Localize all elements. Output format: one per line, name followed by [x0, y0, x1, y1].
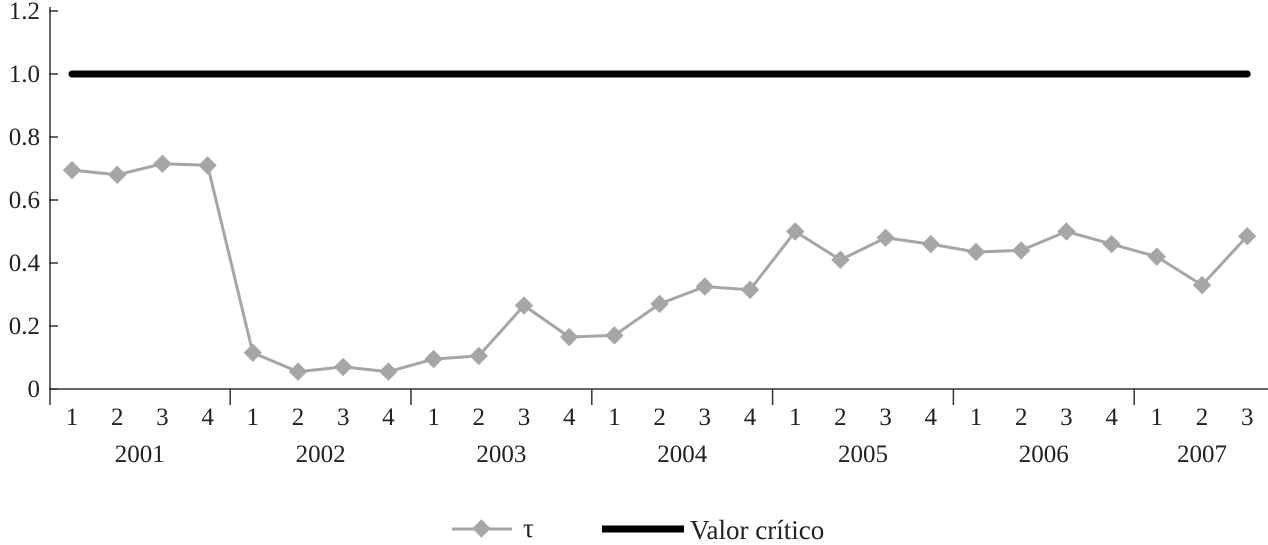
x-year-label: 2004 — [657, 441, 708, 468]
legend-swatch-tau-marker — [472, 519, 491, 538]
x-tick-label: 2 — [1015, 404, 1028, 431]
x-axis: 2001 2002 2003 2004 2005 2006 2007 1 2 3 4 1 2 3 4 1 2 3 4… — [49, 388, 1268, 468]
x-tick-label: 1 — [427, 404, 440, 431]
x-tick-label: 3 — [879, 404, 892, 431]
data-point-tau — [966, 242, 986, 262]
x-tick-label: 1 — [247, 404, 260, 431]
y-tick-label: 0.2 — [9, 313, 40, 340]
series-line-tau — [70, 162, 1249, 374]
data-point-tau — [153, 154, 172, 173]
x-tick-label: 3 — [156, 404, 169, 431]
y-tick-label: 0 — [28, 376, 41, 403]
y-tick-label: 1.2 — [9, 0, 40, 25]
x-tick-label: 3 — [337, 404, 350, 431]
data-point-tau — [559, 327, 579, 347]
x-tick-label: 2 — [292, 404, 305, 431]
data-point-tau — [876, 228, 895, 247]
data-point-tau — [469, 346, 488, 366]
legend-label-tau: τ — [523, 513, 534, 543]
x-tick-label: 4 — [1105, 404, 1118, 431]
legend: τ Valor crítico — [452, 513, 824, 545]
x-year-label: 2003 — [476, 441, 526, 468]
data-point-tau — [379, 362, 398, 381]
x-tick-label: 4 — [201, 404, 214, 431]
y-tick-label: 1.0 — [9, 61, 40, 88]
data-point-tau — [831, 250, 850, 270]
x-year-label: 2007 — [1177, 441, 1227, 468]
x-tick-label: 2 — [111, 404, 124, 431]
y-tick-label: 0.4 — [9, 250, 41, 277]
x-tick-label: 4 — [563, 404, 576, 431]
x-tick-label: 3 — [518, 404, 531, 431]
x-tick-label: 4 — [382, 404, 395, 431]
x-tick-label: 4 — [744, 404, 757, 431]
x-tick-label: 1 — [608, 404, 621, 431]
x-tick-label: 2 — [473, 404, 486, 431]
y-tick-label: 0.8 — [9, 124, 40, 151]
data-point-tau — [1102, 234, 1121, 254]
series-layer — [62, 70, 1257, 381]
data-point-tau — [921, 234, 940, 254]
x-tick-label: 3 — [699, 404, 712, 431]
x-year-label: 2005 — [838, 441, 888, 468]
data-point-tau — [424, 349, 443, 369]
y-tick-label: 0.6 — [9, 187, 40, 214]
data-point-tau — [333, 357, 353, 377]
x-tick-label: 1 — [1151, 404, 1164, 431]
data-point-tau — [1057, 222, 1076, 241]
data-point-tau — [108, 165, 127, 184]
data-point-tau — [605, 326, 624, 345]
x-tick-label: 3 — [1241, 404, 1254, 431]
data-point-tau — [695, 277, 714, 296]
x-tick-label: 3 — [1060, 404, 1073, 431]
x-tick-label: 2 — [1196, 404, 1209, 431]
data-point-tau — [243, 343, 263, 362]
data-point-tau — [740, 280, 760, 299]
data-point-tau — [1012, 241, 1031, 260]
legend-label-valor-critico: Valor crítico — [690, 515, 824, 545]
data-point-tau — [1147, 247, 1166, 266]
x-year-label: 2001 — [115, 441, 165, 468]
data-point-tau — [786, 222, 805, 241]
x-year-label: 2002 — [296, 441, 346, 468]
x-tick-label: 1 — [970, 404, 983, 431]
data-point-tau — [288, 362, 308, 381]
x-year-label: 2006 — [1019, 441, 1069, 468]
x-tick-label: 2 — [653, 404, 666, 431]
x-tick-label: 1 — [789, 404, 802, 431]
x-tick-label: 4 — [925, 404, 938, 431]
x-tick-label: 1 — [66, 404, 79, 431]
data-point-tau — [198, 156, 217, 175]
data-point-tau — [650, 294, 669, 314]
y-axis: 0 0.2 0.4 0.6 0.8 1.0 1.2 — [9, 0, 58, 403]
x-tick-label: 2 — [834, 404, 847, 431]
data-point-tau — [514, 296, 534, 315]
data-point-tau — [62, 160, 82, 180]
